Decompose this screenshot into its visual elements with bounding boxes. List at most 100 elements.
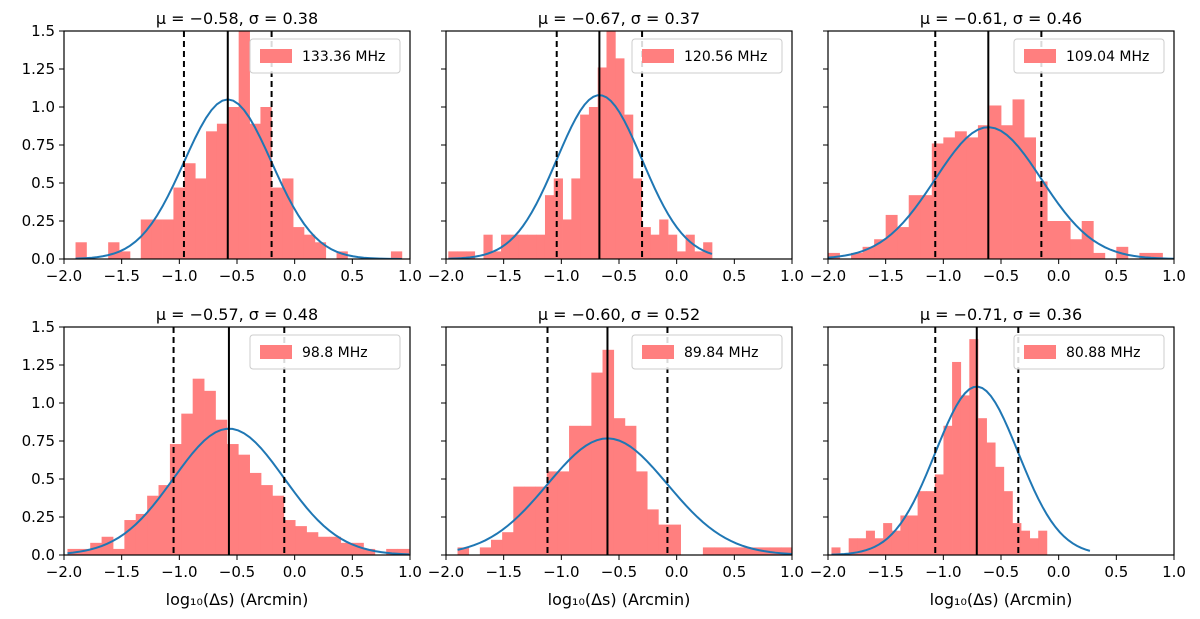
- legend-box: [249, 38, 401, 74]
- y-tick-label: 0.75: [22, 136, 55, 154]
- legend-box: [1013, 38, 1165, 74]
- x-tick-label: 1.0: [1162, 563, 1186, 581]
- histogram-bar: [260, 107, 272, 259]
- histogram-bar: [119, 251, 131, 259]
- x-tick-label: 1.0: [780, 267, 804, 285]
- histogram-bar: [518, 234, 528, 259]
- legend-label: 109.04 MHz: [1066, 49, 1149, 65]
- histogram-bar: [606, 31, 616, 259]
- legend-box: [631, 38, 783, 74]
- legend-swatch: [260, 345, 292, 359]
- legend: 109.04 MHz: [1013, 38, 1165, 74]
- histogram-bar: [641, 227, 651, 259]
- x-tick-label: −1.5: [103, 267, 139, 285]
- histogram-bar: [954, 131, 967, 259]
- histogram-bar: [571, 178, 581, 259]
- x-tick-label: −1.0: [161, 563, 197, 581]
- x-tick-label: −0.5: [983, 563, 1019, 581]
- histogram-bar: [874, 239, 887, 259]
- histogram: [828, 99, 1174, 259]
- histogram-bar: [874, 538, 884, 555]
- histogram-bar: [694, 251, 704, 259]
- histogram-bar: [336, 251, 348, 259]
- histogram-bar: [1035, 181, 1048, 259]
- x-tick-label: −1.5: [485, 267, 521, 285]
- histogram-bar: [457, 547, 470, 555]
- histogram-bar: [597, 67, 607, 259]
- subplot-6: −2.0 −1.5 −1.0 −0.5 0.0 0.5 1.0 μ = −0.71, σ = …: [810, 305, 1186, 609]
- histogram-bar: [1003, 491, 1013, 555]
- histogram-bar: [702, 547, 715, 555]
- x-tick-label: −0.5: [219, 563, 255, 581]
- legend: 89.84 MHz: [631, 334, 783, 370]
- histogram-bar: [535, 486, 548, 555]
- x-tick-label: −0.5: [219, 267, 255, 285]
- histogram-bar: [862, 246, 875, 259]
- histogram-bar: [977, 125, 990, 259]
- legend-box: [1013, 334, 1165, 370]
- x-tick-label: −1.0: [543, 563, 579, 581]
- histogram-bar: [926, 491, 936, 555]
- x-tick-label: 0.0: [665, 267, 689, 285]
- y-tick-label: 0.5: [31, 470, 55, 488]
- x-tick-label: −1.0: [925, 267, 961, 285]
- gaussian-fit-curve: [831, 385, 1091, 555]
- y-tick-label: 1.5: [31, 318, 55, 336]
- histogram-bar: [650, 234, 660, 259]
- x-tick-label: 0.5: [722, 267, 746, 285]
- y-tick-label: 1.25: [22, 60, 55, 78]
- histogram-bar: [352, 542, 364, 555]
- histogram-bar: [195, 178, 207, 259]
- x-tick-label: −2.0: [428, 267, 464, 285]
- histogram-bar: [1093, 252, 1106, 259]
- histogram: [67, 378, 410, 555]
- histogram-bar: [647, 509, 659, 555]
- histogram-bar: [397, 548, 410, 555]
- histogram-bar: [1038, 530, 1048, 555]
- subplot-title: μ = −0.60, σ = 0.52: [538, 305, 700, 324]
- histogram-bar: [249, 472, 262, 555]
- histogram: [831, 339, 1091, 555]
- histogram-bar: [1020, 530, 1031, 555]
- histogram-bar: [147, 495, 159, 555]
- histogram-bar: [960, 395, 970, 555]
- histogram-bar: [897, 227, 910, 259]
- y-tick-label: 0.0: [31, 250, 55, 268]
- histogram-bar: [613, 418, 626, 555]
- histogram-bar: [1012, 523, 1022, 555]
- histogram-bar: [479, 547, 492, 555]
- x-tick-label: −1.5: [867, 563, 903, 581]
- histogram-bar: [448, 251, 458, 259]
- histogram-bar: [544, 195, 555, 259]
- histogram-bar: [1024, 137, 1036, 259]
- x-tick-label: 0.5: [340, 563, 364, 581]
- histogram-bar: [226, 444, 239, 555]
- histogram-bar: [184, 163, 196, 259]
- x-tick-label: 0.5: [1104, 267, 1128, 285]
- histogram-bar: [969, 339, 979, 555]
- histogram-bar: [714, 547, 726, 555]
- legend-label: 89.84 MHz: [684, 345, 758, 361]
- histogram-bar: [1058, 221, 1071, 259]
- gaussian-fit-curve: [457, 437, 792, 555]
- x-tick-label: 0.0: [665, 563, 689, 581]
- gaussian-fit-curve: [67, 427, 410, 555]
- histogram-bar: [238, 31, 250, 259]
- histogram-bar: [908, 515, 919, 555]
- histogram-bar: [624, 114, 634, 259]
- histogram-bar: [995, 466, 1005, 555]
- histogram-bar: [216, 123, 229, 259]
- histogram-bar: [1047, 221, 1060, 259]
- histogram-bar: [966, 137, 979, 259]
- gaussian-fit-curve: [828, 126, 1174, 259]
- histogram-bar: [173, 187, 185, 259]
- y-tick-label: 1.0: [31, 98, 55, 116]
- histogram-bar: [181, 413, 194, 555]
- histogram-bar: [317, 536, 330, 555]
- legend: 120.56 MHz: [631, 38, 783, 74]
- histogram-bar: [124, 520, 137, 555]
- histogram-bar: [204, 390, 216, 555]
- x-tick-label: 0.0: [1047, 267, 1071, 285]
- histogram-bar: [557, 471, 570, 555]
- histogram-bar: [580, 425, 592, 555]
